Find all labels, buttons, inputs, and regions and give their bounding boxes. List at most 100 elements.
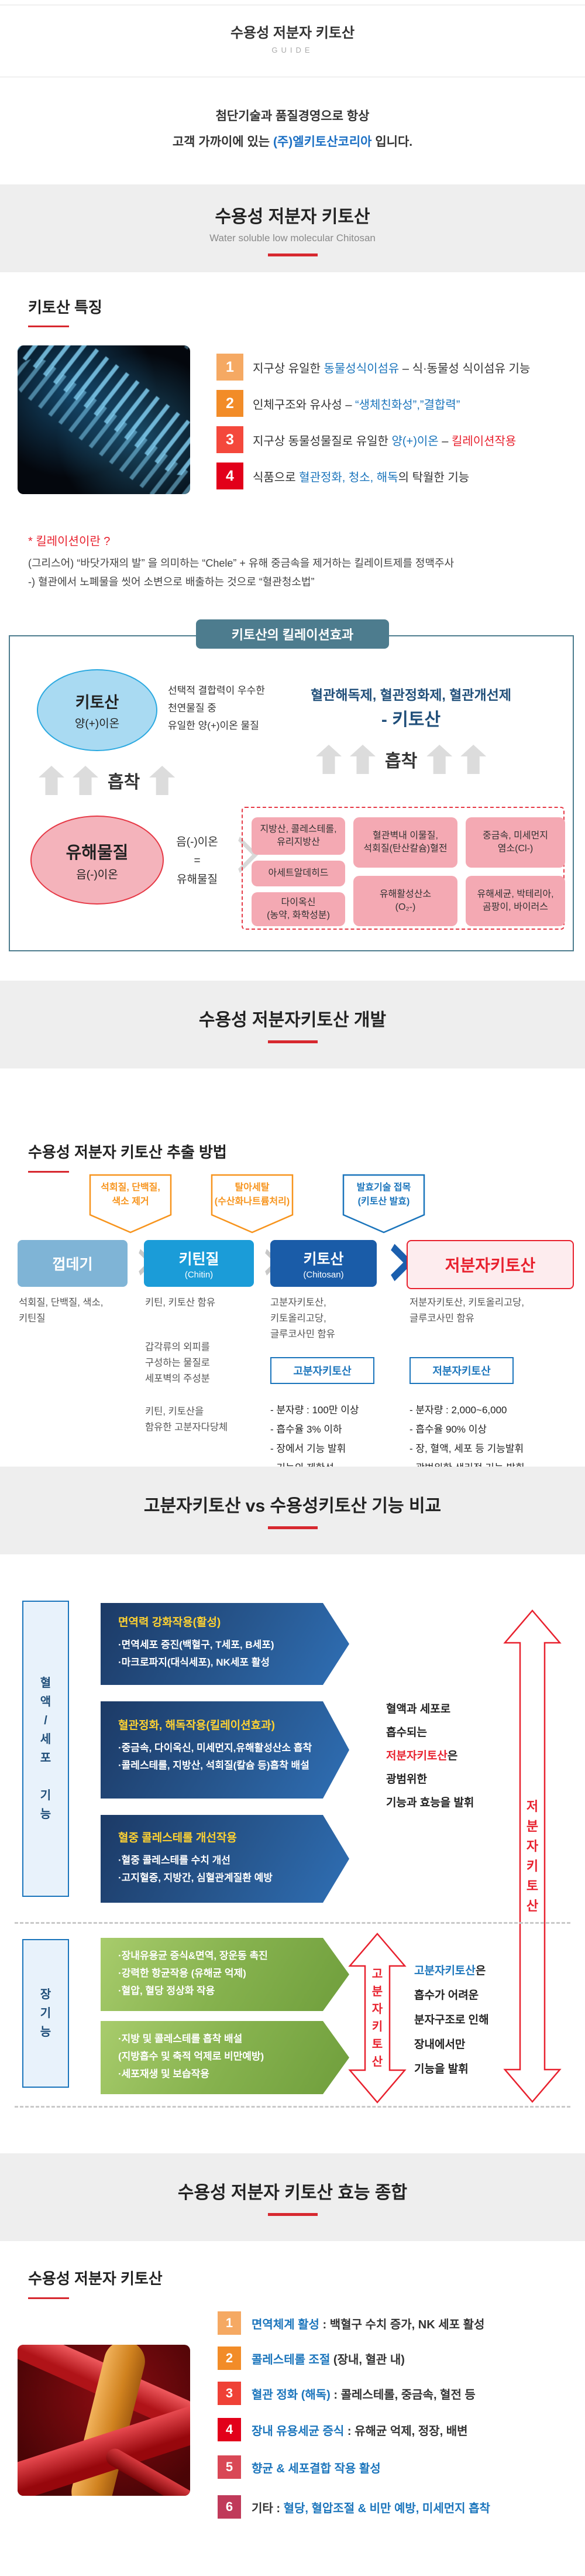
adsorb-arrows-right: 흡착 (316, 745, 487, 774)
brand-name: (주)엘키토산코리아 (273, 135, 372, 149)
arrow-bullet: ·중금속, 다이옥신, 미세먼지,유해활성산소 흡착 (118, 1742, 312, 1753)
flow-sub: (Chitin) (184, 1269, 214, 1280)
double-arrow-shape (348, 1933, 407, 2104)
chelation-note-line: -) 혈관에서 노폐물을 씻어 소변으로 배출하는 것으로 “혈관청소법” (28, 576, 315, 588)
anion-equals-note: 음(-)이온 = 유해물질 (176, 836, 218, 886)
note-line: 흡수되는 (386, 1727, 427, 1739)
feature-seg-blue: 양(+)이온 (391, 434, 439, 448)
feature-text: 인체구조와 유사성 – “생체친화성”,”결합력” (253, 395, 460, 412)
arrow-bullet: ·강력한 항균작용 (유해균 억제) (118, 1968, 246, 1979)
summary-text: 콜레스테롤 조절 (장내, 혈관 내) (252, 2350, 405, 2367)
note-line: 장내에서만 (414, 2039, 466, 2051)
extraction-desc: 키틴, 키토산 함유 (145, 1297, 216, 1308)
arrow-bullet: ·혈중 콜레스테롤 수치 개선 (118, 1855, 230, 1866)
lower-compare-note: 고분자키토산은 흡수가 어려운 분자구조로 인해 장내에서만 기능을 발휘 (414, 1959, 489, 2082)
intro-text: 고객 가까이에 있는 (172, 135, 273, 149)
upper-compare-note: 혈액과 세포로 흡수되는 저분자키토산은 광범위한 기능과 효능을 발휘 (386, 1698, 474, 1815)
up-arrow-icon (426, 745, 453, 774)
number-badge: 2 (218, 2347, 241, 2370)
note-line: 기능을 발휘 (414, 2063, 469, 2075)
note-line: 기능과 효능을 발휘 (386, 1797, 474, 1809)
extraction-desc: 저분자키토산, 키토올리고당, 글루코사민 함유 (410, 1297, 524, 1324)
sum-seg: 유해균 억제, 정장, 배변 (355, 2424, 468, 2438)
number-badge: 4 (218, 2418, 241, 2441)
harmful-box: 아세트알데히드 (252, 861, 345, 886)
arrow-bullet: ·면역세포 증진(백혈구, T세포, B세포) (118, 1639, 274, 1650)
red-accent-bar (28, 2297, 69, 2299)
harmful-box: 다이옥신 (농약, 화학성분) (252, 892, 345, 926)
sum-seg-blue: 면역체계 활성 (252, 2318, 319, 2331)
extraction-desc: 키틴, 키토산을 함유한 고분자다당체 (145, 1406, 228, 1433)
feature-seg: 지구상 동물성물질로 유일한 (253, 434, 392, 448)
note-highlight: 저분자키토산 (386, 1750, 448, 1762)
intro-line-2: 고객 가까이에 있는 (주)엘키토산코리아 입니다. (0, 132, 585, 150)
note-line: 저분자키토산은 (386, 1745, 474, 1768)
ellipse-title: 키토산 (75, 694, 119, 711)
callout-text: 석회질, 단백질, 색소 제거 (101, 1183, 160, 1207)
flow-box-shell: 껍데기 (18, 1240, 128, 1287)
up-arrow-icon (149, 766, 176, 795)
extraction-callout-1: 석회질, 단백질, 색소 제거 (89, 1174, 172, 1234)
note-line: 혈액과 세포로 (386, 1703, 451, 1715)
sum-seg-blue: 장내 유용세균 증식 (252, 2424, 345, 2438)
arrow-title: 혈관정화, 해독작용(킬레이션효과) (118, 1719, 275, 1732)
callout-text: 탈아세탈 (수산화나트륨처리) (214, 1183, 290, 1207)
harmful-substances-frame (242, 807, 565, 930)
up-arrow-icon (316, 745, 342, 774)
callout-text: 발효기술 접목 (키토산 발효) (356, 1183, 411, 1207)
section-banner-product: 수용성 저분자 키토산 Water soluble low molecular … (0, 184, 585, 272)
number-badge: 1 (218, 2311, 241, 2335)
number-badge: 2 (216, 390, 243, 417)
feature-item: 2 인체구조와 유사성 – “생체친화성”,”결합력” (216, 390, 567, 417)
summary-text: 면역체계 활성 : 백혈구 수치 증가, NK 세포 활성 (252, 2315, 484, 2332)
feature-seg: – 식·동물성 식이섬유 기능 (399, 362, 531, 375)
feature-seg: 식품으로 (253, 471, 300, 484)
page-subtitle: GUIDE (271, 46, 314, 54)
extraction-desc: 고분자키토산, 키토올리고당, 글루코사민 함유 (270, 1297, 335, 1340)
sum-seg: 백혈구 수치 증가, NK 세포 활성 (329, 2318, 485, 2331)
arrow-bullet: ·장내유용균 증식&면역, 장운동 촉진 (118, 1950, 268, 1961)
dashed-divider (15, 2106, 570, 2108)
sum-seg: 콜레스테롤, 중금속, 혈전 등 (340, 2388, 476, 2402)
sum-seg: : (344, 2424, 355, 2438)
feature-seg: – (438, 434, 452, 448)
harmful-box: 유해활성산소 (O₂-) (353, 876, 457, 926)
arrow-bullet: ·마크로파지(대식세포), NK세포 활성 (118, 1657, 270, 1668)
flow-box-low-molecular: 저분자키토산 (407, 1240, 574, 1289)
intro-line-1: 첨단기술과 품질경영으로 항상 (215, 109, 370, 123)
feature-text: 지구상 동물성물질로 유일한 양(+)이온 – 킬레이션작용 (253, 431, 516, 448)
callout-shape (211, 1174, 294, 1234)
page-title: 수용성 저분자 키토산 (230, 25, 355, 41)
arrow-bullet: ·콜레스테롤, 지방산, 석회질(칼슘 등)흡착 배설 (118, 1760, 309, 1771)
up-arrow-icon (350, 745, 376, 774)
summary-text: 기타 : 혈당, 혈압조절 & 비만 예방, 미세먼지 흡착 (252, 2499, 490, 2516)
chelation-note-line: (그리스어) “바닷가재의 발” 을 의미하는 “Chele” + 유해 중금속… (28, 557, 455, 569)
number-badge: 3 (216, 426, 243, 453)
arrow-bullet: ·세포재생 및 보습작용 (118, 2068, 209, 2080)
up-arrow-icon (73, 766, 98, 795)
blood-cell-function-label: 혈 액 / 세 포 기 능 (22, 1601, 69, 1897)
feature-seg-blue: “생체친화성”,”결합력” (355, 398, 460, 412)
section-banner-development: 수용성 저분자키토산 개발 (0, 981, 585, 1068)
sum-seg: 기타 : (252, 2502, 284, 2515)
red-accent-bar (267, 1526, 318, 1529)
feature-seg-red: 킬레이션작용 (451, 434, 517, 448)
ellipse-title: 유해물질 (66, 843, 129, 862)
red-accent-bar (267, 1040, 318, 1043)
gut-function-label: 장 기 능 (22, 1939, 69, 2088)
adsorb-label: 흡착 (385, 752, 418, 771)
number-badge: 3 (218, 2382, 241, 2405)
flow-title: 키토산 (303, 1251, 344, 1268)
adsorb-label: 흡착 (108, 773, 140, 792)
summary-item: 3 혈관 정화 (해독) : 콜레스테롤, 중금속, 혈전 등 (218, 2382, 569, 2405)
feature-seg: 인체구조와 유사성 – (253, 398, 355, 412)
harmful-box: 혈관벽내 이물질, 석회질(탄산칼슘)혈전 (353, 817, 457, 868)
number-badge: 6 (218, 2495, 241, 2519)
low-molecular-range-arrow: 저 분 자 키 토 산 (503, 1609, 562, 2104)
extraction-desc: 갑각류의 외피를 구성하는 물질로 세포벽의 주성분 (145, 1342, 210, 1384)
compare-arrow-gut-1: ·장내유용균 증식&면역, 장운동 촉진 ·강력한 항균작용 (유해균 억제) … (101, 1938, 349, 2011)
feature-seg-blue: 혈관정화, 청소, 해독 (299, 471, 398, 484)
compare-arrow-gut-2: ·지방 및 콜레스테롤 흡착 배설 (지방흡수 및 축적 억제로 비만예방) ·… (101, 2021, 349, 2094)
up-arrow-icon (39, 766, 64, 795)
summary-item: 4 장내 유용세균 증식 : 유해균 억제, 정장, 배변 (218, 2418, 569, 2441)
